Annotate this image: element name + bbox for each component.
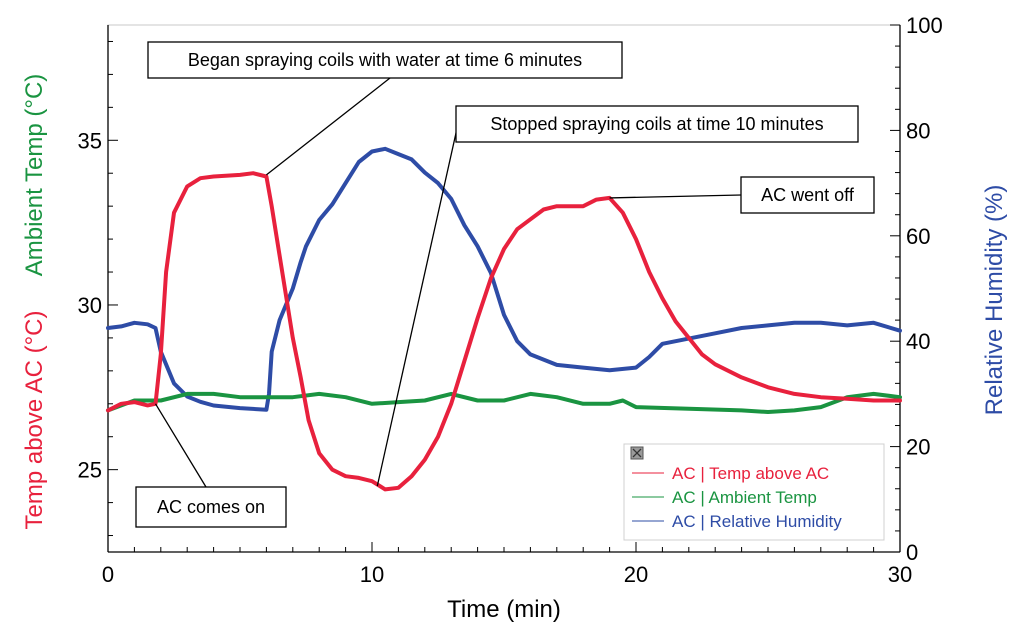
y-right-tick-label: 100 xyxy=(906,13,943,38)
legend-item-ambient-temp: AC | Ambient Temp xyxy=(632,488,817,507)
annotation-began-spraying: Began spraying coils with water at time … xyxy=(147,41,623,176)
y-right-tick-label: 40 xyxy=(906,329,930,354)
x-tick-label: 30 xyxy=(888,562,912,587)
y-right-tick-label: 80 xyxy=(906,118,930,143)
annotation-text: Began spraying coils with water at time … xyxy=(188,50,582,70)
y-left-tick-label: 25 xyxy=(78,458,102,483)
x-tick-label: 0 xyxy=(102,562,114,587)
annotation-stopped-spraying: Stopped spraying coils at time 10 minute… xyxy=(376,105,859,487)
legend-label: AC | Relative Humidity xyxy=(672,512,842,531)
legend-label: AC | Ambient Temp xyxy=(672,488,817,507)
y-right-tick-label: 20 xyxy=(906,435,930,460)
legend: AC | Temp above AC AC | Ambient Temp AC … xyxy=(623,443,885,541)
legend-item-temp-above-ac: AC | Temp above AC xyxy=(632,464,829,483)
y-right-tick-label: 60 xyxy=(906,224,930,249)
annotation-text: AC went off xyxy=(761,185,855,205)
annotation-box xyxy=(147,41,623,79)
series-layer xyxy=(106,146,902,492)
y-left-tick-label: 30 xyxy=(78,293,102,318)
y-right-axis-title: Relative Humidity (%) xyxy=(981,185,1008,416)
series-temp-above-ac-line xyxy=(106,171,902,492)
annotation-leader-line xyxy=(609,194,742,199)
annotation-leader-line xyxy=(154,403,207,488)
legend-close-icon[interactable] xyxy=(630,446,644,460)
annotation-ac-comes-on: AC comes on xyxy=(135,403,287,528)
x-tick-label: 10 xyxy=(360,562,384,587)
annotation-leader-line xyxy=(376,123,459,487)
series-relative-humidity-line xyxy=(106,146,902,412)
annotation-box xyxy=(740,176,875,214)
y-left-axis-title-secondary: Ambient Temp (°C) xyxy=(21,74,48,277)
annotation-text: Stopped spraying coils at time 10 minute… xyxy=(490,114,823,134)
series-ambient-temp-line xyxy=(106,391,902,414)
annotation-ac-went-off: AC went off xyxy=(609,176,875,214)
annotation-box xyxy=(135,486,287,528)
legend-label: AC | Temp above AC xyxy=(672,464,829,483)
y-left-tick-label: 35 xyxy=(78,128,102,153)
annotations-layer: Began spraying coils with water at time … xyxy=(135,41,875,528)
legend-box xyxy=(623,443,885,541)
legend-item-relative-humidity: AC | Relative Humidity xyxy=(632,512,842,531)
y-left-axis-title-primary: Temp above AC (°C) xyxy=(21,310,48,529)
ticks: 0 10 20 30 25 30 35 0 20 40 60 80 100 xyxy=(78,13,943,587)
annotation-text: AC comes on xyxy=(157,497,265,517)
annotation-box xyxy=(455,105,859,143)
annotation-leader-line xyxy=(265,77,391,176)
x-axis-title: Time (min) xyxy=(447,596,561,623)
y-right-tick-label: 0 xyxy=(906,540,918,565)
x-tick-label: 20 xyxy=(624,562,648,587)
